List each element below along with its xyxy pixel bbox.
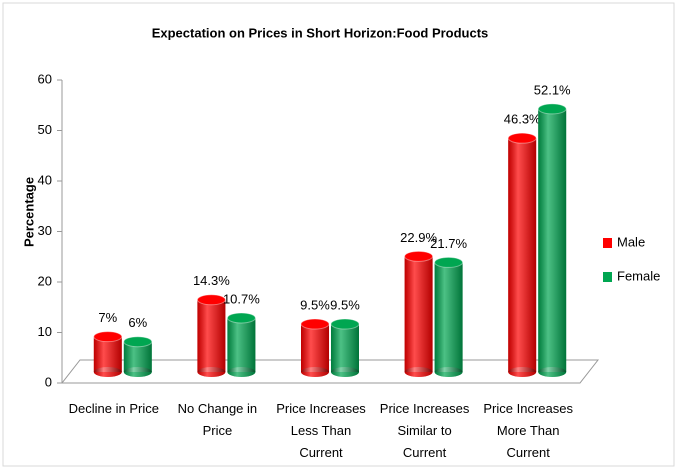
bar-base-shade bbox=[123, 367, 152, 377]
bar-shade bbox=[93, 336, 122, 372]
legend-label: Female bbox=[617, 268, 660, 283]
legend-swatch bbox=[603, 272, 612, 282]
bar-cap bbox=[93, 331, 123, 343]
floor bbox=[60, 359, 600, 384]
legend-label: Male bbox=[617, 234, 645, 249]
bar-shade bbox=[331, 324, 359, 372]
bar-base-shade bbox=[197, 367, 226, 377]
x-tick-label: Decline in Price bbox=[68, 401, 159, 416]
value-label: 9.5% bbox=[330, 297, 360, 312]
bar-base-shade bbox=[301, 367, 329, 377]
y-tick-label: 20 bbox=[38, 273, 52, 288]
bar-shade bbox=[227, 317, 256, 372]
x-tick-label: Price Increases More Than Current bbox=[483, 401, 573, 460]
value-label: 46.3% bbox=[504, 112, 541, 127]
bar-base-shade bbox=[404, 367, 433, 377]
value-label: 22.9% bbox=[400, 230, 437, 245]
bar-base-shade bbox=[331, 367, 359, 377]
legend-swatch bbox=[603, 238, 612, 248]
value-label: 14.3% bbox=[193, 273, 230, 288]
bar-shade bbox=[404, 256, 433, 372]
value-label: 21.7% bbox=[430, 236, 467, 251]
bar-base-shade bbox=[227, 367, 256, 377]
x-tick-label: No Change in Price bbox=[177, 401, 258, 438]
y-tick-label: 40 bbox=[38, 172, 52, 187]
bar-cap bbox=[404, 250, 434, 262]
bar-shade bbox=[538, 108, 567, 373]
bar-base-shade bbox=[508, 367, 537, 377]
bar-cap bbox=[300, 318, 330, 330]
value-label: 9.5% bbox=[300, 297, 330, 312]
bar-cap bbox=[434, 256, 464, 268]
value-label: 10.7% bbox=[223, 291, 260, 306]
value-label: 52.1% bbox=[534, 82, 571, 97]
bar-base-shade bbox=[434, 367, 463, 377]
x-tick-label: Price Increases Similar to Current bbox=[379, 401, 470, 460]
y-tick-label: 10 bbox=[38, 324, 52, 339]
bar-cap bbox=[226, 312, 256, 324]
bar-cap bbox=[537, 103, 567, 115]
bar-cap bbox=[330, 318, 360, 330]
bar-shade bbox=[123, 341, 152, 372]
bar-shade bbox=[197, 299, 226, 372]
bar-cap bbox=[123, 336, 153, 348]
bar-base-shade bbox=[538, 367, 567, 377]
y-tick-label: 30 bbox=[38, 223, 52, 238]
bar-shade bbox=[434, 262, 463, 372]
chart-title: Expectation on Prices in Short Horizon:F… bbox=[152, 25, 489, 40]
value-label: 6% bbox=[128, 315, 147, 330]
bar-base-shade bbox=[93, 367, 122, 377]
y-tick-label: 50 bbox=[38, 122, 52, 137]
value-label: 7% bbox=[98, 310, 117, 325]
y-tick-label: 60 bbox=[38, 71, 52, 86]
bar-shade bbox=[508, 138, 537, 372]
bar-cap bbox=[196, 294, 226, 306]
y-tick-label: 0 bbox=[45, 374, 52, 389]
y-axis-label: Percentage bbox=[21, 177, 36, 247]
bar-cap bbox=[507, 132, 537, 144]
bar-shade bbox=[301, 324, 329, 372]
x-tick-label: Price Increases Less Than Current bbox=[276, 401, 366, 460]
